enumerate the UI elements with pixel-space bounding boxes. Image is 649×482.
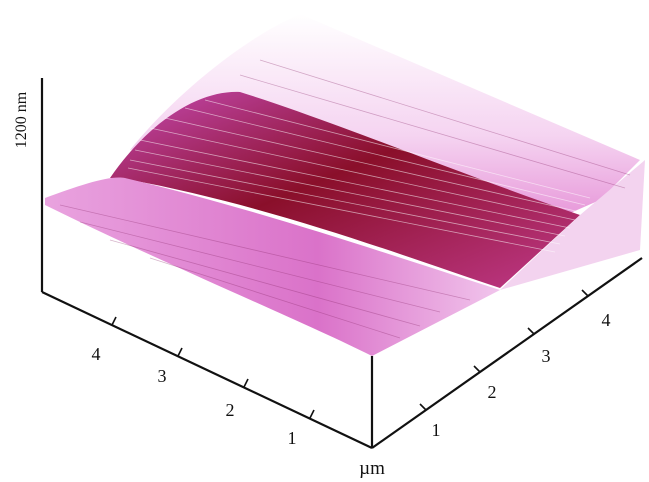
left-tick <box>177 347 183 357</box>
unit-label: µm <box>359 458 385 479</box>
surface-upper-plateau <box>130 14 640 235</box>
left-floor-axis <box>41 291 373 449</box>
left-tick-label-3: 3 <box>158 366 167 386</box>
right-tick <box>419 403 427 411</box>
left-tick <box>111 316 117 326</box>
left-tick <box>309 409 315 419</box>
z-axis-label: 1200 nm <box>13 91 30 148</box>
tick-marks <box>111 289 589 419</box>
left-tick <box>243 378 249 388</box>
afm-surface <box>45 14 645 356</box>
right-floor-axis <box>371 257 643 449</box>
right-tick-label-4: 4 <box>602 310 611 330</box>
surface-lower-plateau <box>45 177 500 356</box>
left-tick-label-1: 1 <box>288 428 297 448</box>
right-tick-label-2: 2 <box>488 382 497 402</box>
scan-lines-front <box>59 59 631 339</box>
right-tick-label-3: 3 <box>542 346 551 366</box>
right-tick <box>473 365 481 373</box>
right-tick-label-1: 1 <box>432 420 441 440</box>
axes <box>40 78 643 449</box>
surface-valley <box>110 91 580 288</box>
right-tick <box>527 327 535 335</box>
left-tick-label-2: 2 <box>226 400 235 420</box>
left-tick-label-4: 4 <box>92 344 101 364</box>
scan-lines <box>127 99 591 253</box>
right-tick <box>581 289 589 297</box>
surface-right-edge <box>500 160 645 290</box>
